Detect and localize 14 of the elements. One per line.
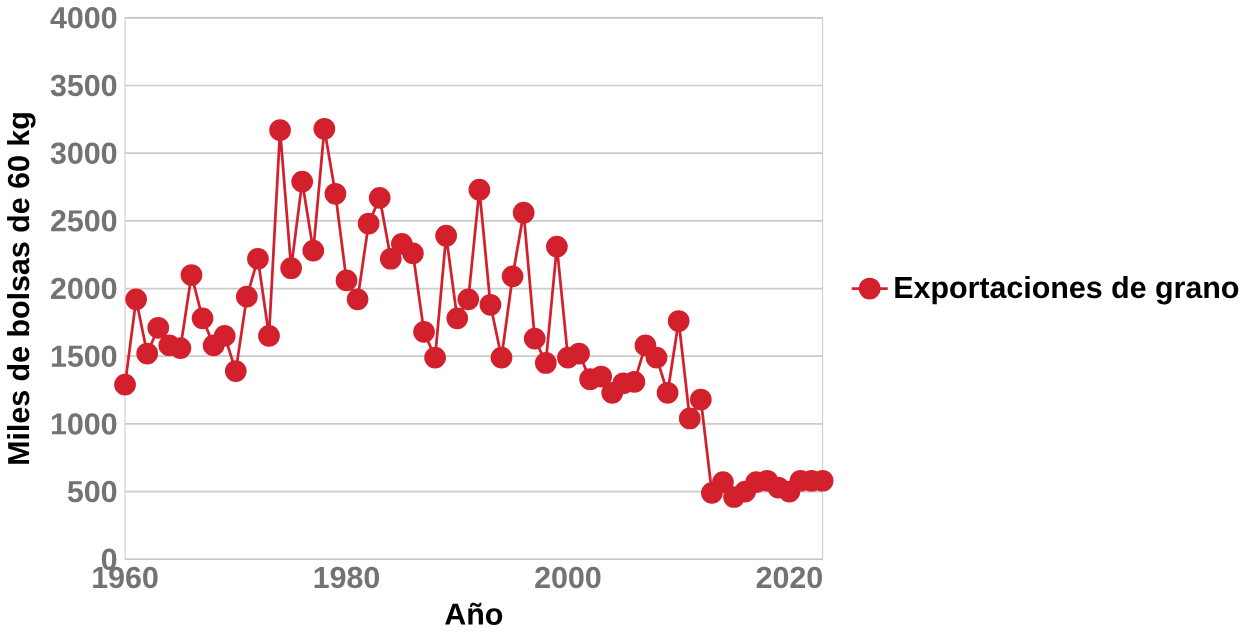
- y-tick-label: 3000: [50, 142, 117, 164]
- x-tick-label: 2020: [756, 566, 822, 589]
- y-tick-label: 1000: [51, 413, 117, 435]
- y-tick-label: 2500: [51, 210, 117, 232]
- y-tick-label: 1500: [51, 345, 117, 367]
- y-tick-label: 4000: [50, 7, 117, 29]
- y-tick-label: 3500: [50, 74, 117, 97]
- legend-label: Exportaciones de grano: [895, 275, 1239, 305]
- x-axis-title: Año: [445, 602, 503, 625]
- x-tick-label: 2000: [535, 566, 601, 589]
- y-tick-label: 2000: [51, 277, 117, 300]
- y-tick-label: 500: [67, 480, 117, 503]
- x-tick-label: 1980: [314, 566, 380, 589]
- y-axis-title: Miles de bolsas de 60 kg: [7, 113, 36, 464]
